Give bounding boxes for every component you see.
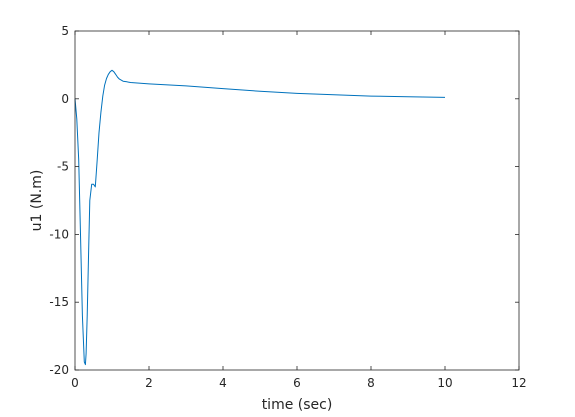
series-layer: [74, 69, 446, 366]
y-tick-label: -5: [57, 160, 69, 174]
ticks-layer: 0 2 4 6 8 10 12 5 0 -5 -10 -15 -20: [49, 24, 526, 390]
x-tick-label: 0: [71, 376, 79, 390]
x-tick-label: 8: [367, 376, 375, 390]
plot-area: [75, 31, 519, 370]
y-tick-label: -20: [49, 363, 69, 377]
y-tick-label: -10: [49, 227, 69, 241]
x-tick-label: 12: [511, 376, 526, 390]
y-tick-label: 0: [61, 92, 69, 106]
y-tick-label: 5: [61, 24, 69, 38]
x-tick-label: 2: [145, 376, 153, 390]
x-tick-label: 4: [219, 376, 227, 390]
x-tick-label: 10: [437, 376, 452, 390]
y-tick-label: -15: [49, 295, 69, 309]
y-axis-label: u1 (N.m): [29, 170, 45, 232]
x-tick-label: 6: [293, 376, 301, 390]
series-line: [74, 69, 446, 366]
x-axis-label: time (sec): [262, 397, 333, 413]
